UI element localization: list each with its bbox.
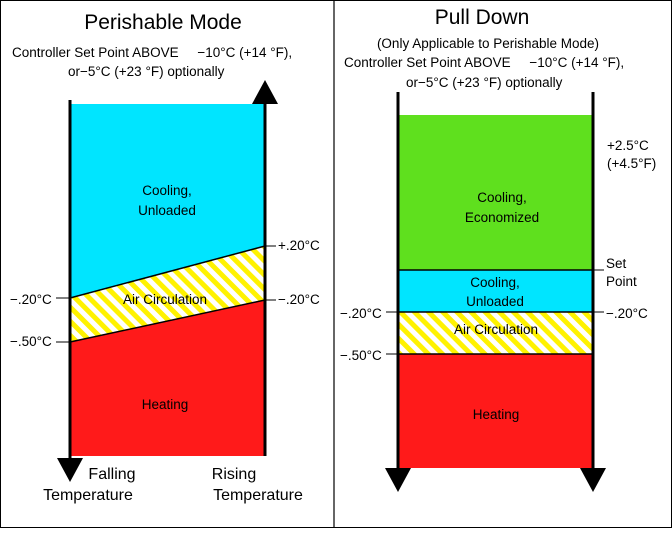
pulldown-unloaded-label-2: Unloaded	[466, 294, 524, 309]
falling-label-1: Falling	[88, 466, 135, 483]
pulldown-cooling-economized-zone	[398, 115, 593, 270]
pulldown-economized-label-1: Cooling,	[477, 190, 527, 205]
perishable-upper-boundary	[69, 245, 266, 299]
perishable-cooling-unloaded-zone	[70, 104, 265, 298]
pulldown-setpoint-label-2: Point	[606, 274, 637, 289]
pulldown-air-circulation-label: Air Circulation	[454, 322, 538, 337]
pulldown-setpoint-label-1: Set	[606, 256, 627, 271]
pulldown-top-label-2: (+4.5°F)	[607, 156, 656, 171]
down-arrow-icon	[385, 468, 411, 492]
perishable-right-label-lower: −.20°C	[278, 292, 320, 307]
up-arrow-icon	[252, 80, 278, 104]
pulldown-heating-label: Heating	[473, 407, 520, 422]
perishable-air-circulation-label: Air Circulation	[123, 292, 207, 307]
pulldown-top-label-1: +2.5°C	[607, 138, 649, 153]
pulldown-economized-label-2: Economized	[465, 210, 539, 225]
perishable-heating-zone	[70, 300, 265, 456]
perishable-heating-label: Heating	[142, 397, 189, 412]
falling-label-2: Temperature	[43, 487, 133, 504]
pulldown-unloaded-label-1: Cooling,	[470, 275, 520, 290]
perishable-setpoint-line2: or−5°C (+23 °F) optionally	[68, 64, 225, 79]
down-arrow-icon	[580, 468, 606, 492]
perishable-cooling-label-1: Cooling,	[142, 183, 192, 198]
perishable-title: Perishable Mode	[84, 11, 242, 34]
pulldown-left-label-lower: −.50°C	[340, 348, 382, 363]
rising-label-1: Rising	[212, 466, 256, 483]
pulldown-cooling-unloaded-zone	[398, 270, 593, 312]
perishable-left-label-upper: −.20°C	[10, 292, 52, 307]
pulldown-right-label-upper: −.20°C	[606, 306, 648, 321]
perishable-cooling-label-2: Unloaded	[138, 203, 196, 218]
rising-label-2: Temperature	[213, 487, 303, 504]
perishable-right-label-upper: +.20°C	[278, 238, 320, 253]
pulldown-left-label-upper: −.20°C	[340, 306, 382, 321]
perishable-panel: Perishable Mode Controller Set Point ABO…	[10, 11, 320, 504]
pulldown-air-circulation-zone	[398, 312, 593, 354]
perishable-air-circulation-zone	[70, 246, 265, 342]
pulldown-subtitle: (Only Applicable to Perishable Mode)	[377, 36, 599, 51]
perishable-lower-boundary	[69, 299, 266, 343]
down-arrow-icon	[57, 458, 83, 482]
perishable-left-label-lower: −.50°C	[10, 334, 52, 349]
pulldown-title: Pull Down	[435, 6, 530, 29]
pulldown-heating-zone	[398, 354, 593, 468]
pulldown-setpoint-line2: or−5°C (+23 °F) optionally	[406, 75, 563, 90]
pulldown-panel: Pull Down (Only Applicable to Perishable…	[340, 6, 656, 492]
perishable-setpoint-line1: Controller Set Point ABOVE −10°C (+14 °F…	[12, 45, 292, 60]
pulldown-setpoint-line1: Controller Set Point ABOVE −10°C (+14 °F…	[344, 55, 624, 70]
